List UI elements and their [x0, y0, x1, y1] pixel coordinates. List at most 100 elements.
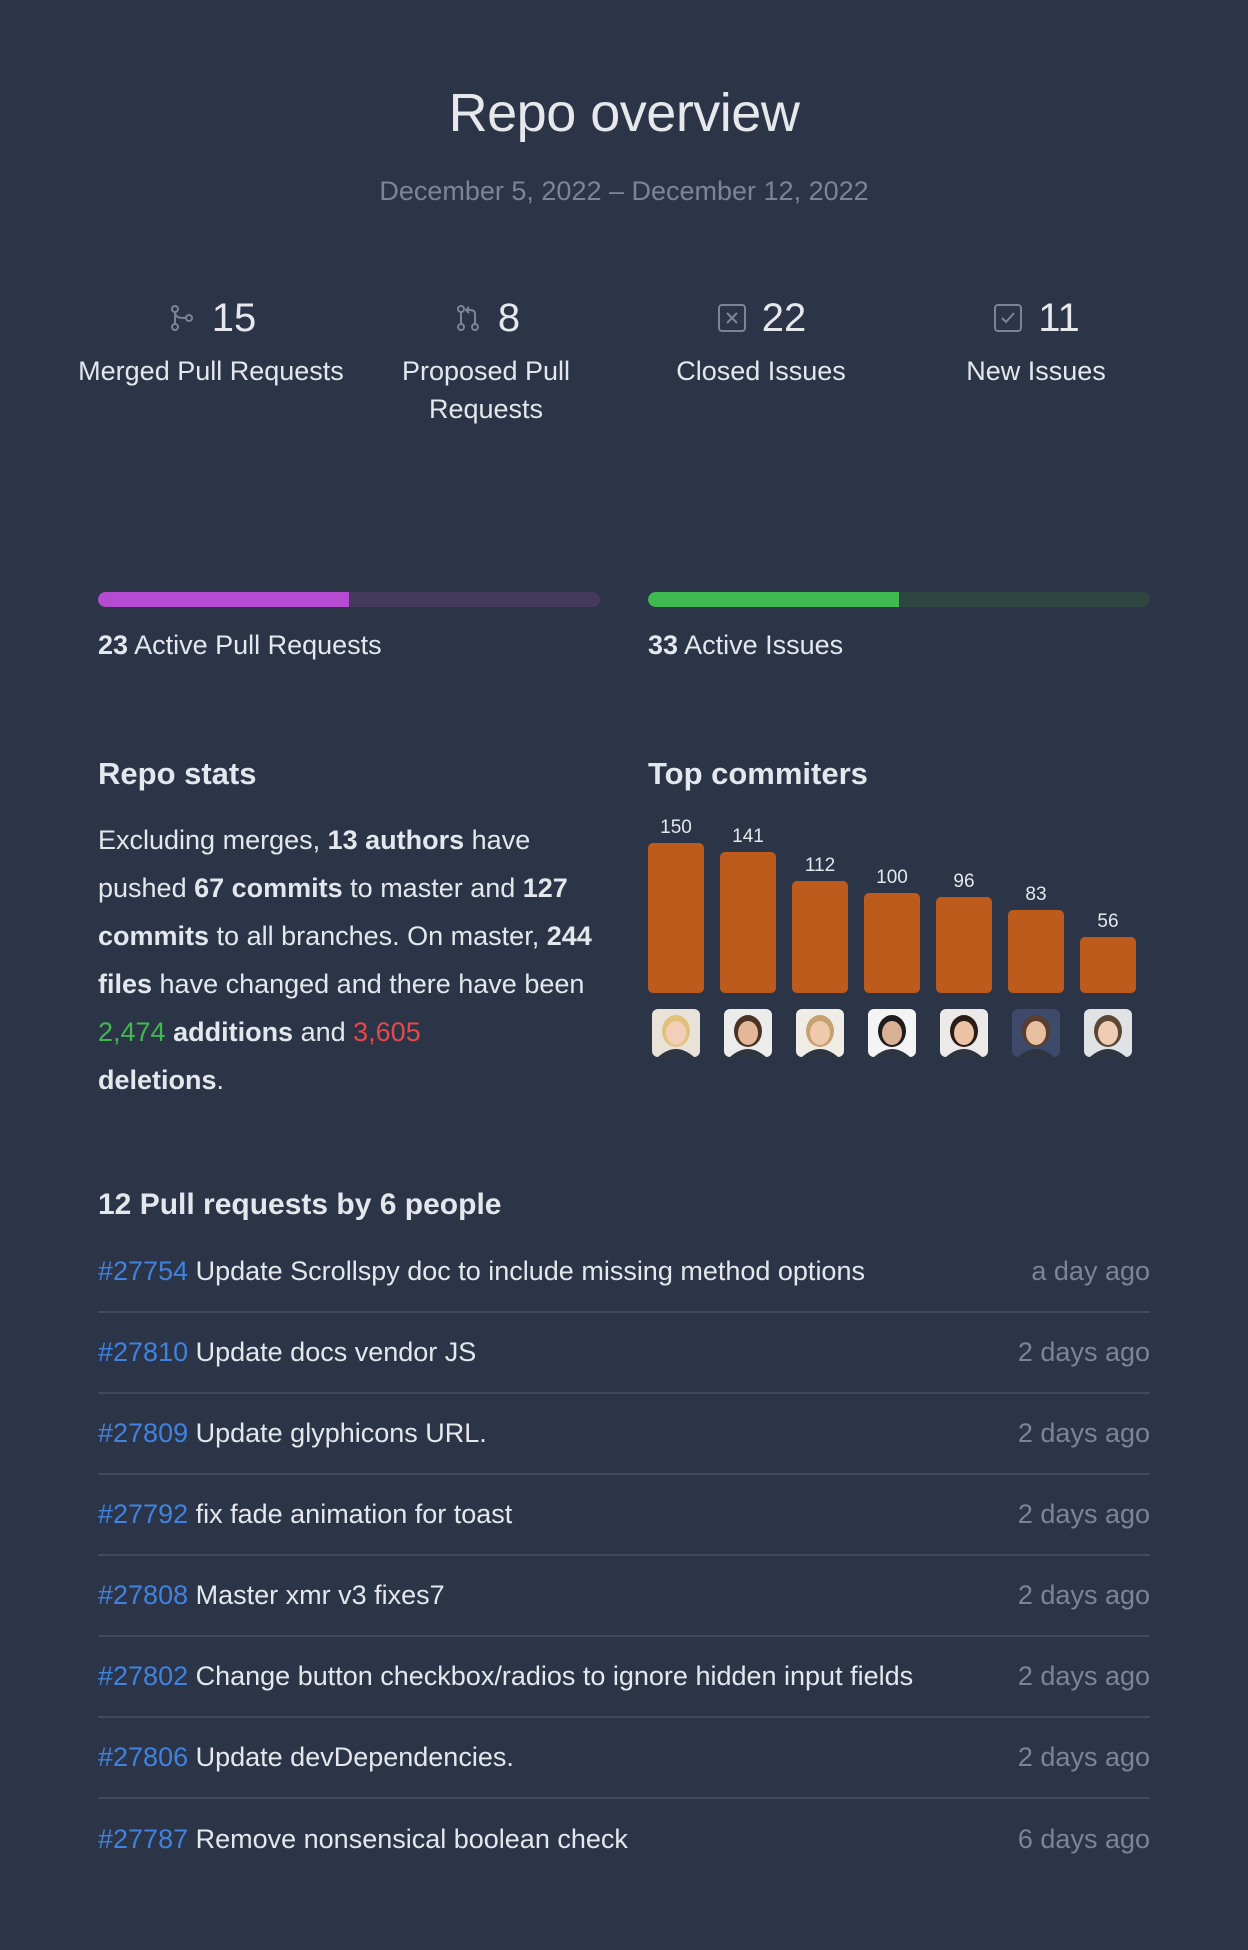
new-issue-icon	[994, 304, 1023, 332]
date-range: December 5, 2022 – December 12, 2022	[379, 176, 869, 206]
stat-label: New Issues	[966, 356, 1106, 386]
additions-count: 2,474	[98, 1017, 166, 1047]
files-count: 244 files	[98, 921, 592, 999]
commit-bar	[648, 843, 704, 993]
pull-request-number-link[interactable]: #27806	[98, 1742, 189, 1772]
text-segment: to all branches. On master,	[209, 921, 547, 951]
pull-request-info: #27809 Update glyphicons URL.	[98, 1418, 487, 1449]
commit-value-label: 56	[1097, 911, 1118, 932]
text-segment: .	[216, 1065, 225, 1095]
top-committers-chart: 150 141 112 100 96 83 56	[648, 817, 1136, 1057]
stat-closed-issues: 22 Closed Issues	[623, 290, 899, 390]
committer-avatar	[796, 1009, 844, 1057]
pull-request-title[interactable]: Change button checkbox/radios to ignore …	[188, 1661, 914, 1691]
pull-request-number-link[interactable]: #27787	[98, 1824, 189, 1854]
active-issues-progress	[648, 592, 1150, 607]
stat-value: 8	[497, 295, 521, 340]
deletions-count: 3,605	[353, 1017, 421, 1047]
text-segment: have changed and there have been	[152, 969, 585, 999]
active-pull-requests-count: 23	[98, 630, 129, 660]
commit-value-label: 141	[732, 826, 764, 847]
active-issues-label: 33 Active Issues	[648, 630, 843, 661]
page-title: Repo overview	[448, 83, 800, 143]
master-commits-count: 67 commits	[194, 873, 343, 903]
committer-avatar	[1012, 1009, 1060, 1057]
pull-request-number-link[interactable]: #27808	[98, 1580, 189, 1610]
deletions-label: deletions	[98, 1065, 217, 1095]
commit-value-label: 112	[805, 855, 835, 876]
stat-label: Merged Pull Requests	[78, 356, 344, 386]
pull-request-title[interactable]: Update glyphicons URL.	[188, 1418, 487, 1448]
pull-request-time: a day ago	[1031, 1256, 1150, 1286]
pull-request-info: #27754 Update Scrollspy doc to include m…	[98, 1256, 865, 1287]
pull-request-time: 2 days ago	[1017, 1661, 1150, 1691]
pull-request-row[interactable]: #27808 Master xmr v3 fixes7 2 days ago	[98, 1556, 1150, 1637]
committer-avatar	[868, 1009, 916, 1057]
committer-avatar	[940, 1009, 988, 1057]
pull-request-number-link[interactable]: #27792	[98, 1499, 189, 1529]
pull-request-time: 2 days ago	[1017, 1580, 1150, 1610]
committer-avatar	[1084, 1009, 1132, 1057]
commit-bar	[936, 897, 992, 993]
pull-request-icon	[456, 305, 479, 331]
pull-request-row[interactable]: #27802 Change button checkbox/radios to …	[98, 1637, 1150, 1718]
commit-bar	[1080, 937, 1136, 993]
commit-value-label: 96	[953, 871, 974, 892]
authors-count: 13 authors	[327, 825, 465, 855]
pull-request-title[interactable]: fix fade animation for toast	[188, 1499, 513, 1529]
merge-icon	[170, 305, 193, 331]
committer-avatar	[652, 1009, 700, 1057]
pull-request-row[interactable]: #27754 Update Scrollspy doc to include m…	[98, 1232, 1150, 1313]
commit-bar	[792, 881, 848, 993]
pull-request-number-link[interactable]: #27754	[98, 1256, 189, 1286]
pull-request-row[interactable]: #27787 Remove nonsensical boolean check 6…	[98, 1799, 1150, 1880]
pull-request-info: #27792 fix fade animation for toast	[98, 1499, 512, 1530]
active-issues-count: 33	[648, 630, 679, 660]
all-commits-count: 127 commits	[98, 873, 568, 951]
pull-request-title[interactable]: Update Scrollspy doc to include missing …	[188, 1256, 865, 1286]
active-issues-text: Active Issues	[684, 630, 844, 660]
pull-request-info: #27802 Change button checkbox/radios to …	[98, 1661, 913, 1692]
pull-request-row[interactable]: #27810 Update docs vendor JS 2 days ago	[98, 1313, 1150, 1394]
stat-new-issues: 11 New Issues	[898, 290, 1174, 390]
pull-request-info: #27810 Update docs vendor JS	[98, 1337, 476, 1368]
pull-request-time: 2 days ago	[1017, 1742, 1150, 1772]
committer-avatar	[724, 1009, 772, 1057]
text-segment: to master and	[342, 873, 523, 903]
pull-request-title[interactable]: Update devDependencies.	[188, 1742, 514, 1772]
pull-request-list: #27754 Update Scrollspy doc to include m…	[98, 1232, 1150, 1880]
pull-request-number-link[interactable]: #27810	[98, 1337, 189, 1367]
pull-request-row[interactable]: #27806 Update devDependencies. 2 days ago	[98, 1718, 1150, 1799]
pull-request-time: 6 days ago	[1017, 1824, 1150, 1854]
pull-request-title[interactable]: Master xmr v3 fixes7	[188, 1580, 445, 1610]
text-segment: and	[293, 1017, 354, 1047]
repo-stats-heading: Repo stats	[98, 756, 257, 791]
commit-value-label: 100	[876, 867, 908, 888]
stat-label: Closed Issues	[676, 356, 846, 386]
pull-request-title[interactable]: Update docs vendor JS	[188, 1337, 477, 1367]
commit-bar	[864, 893, 920, 993]
stat-merged-prs: 15 Merged Pull Requests	[73, 290, 349, 390]
pull-request-info: #27806 Update devDependencies.	[98, 1742, 514, 1773]
active-pull-requests-label: 23 Active Pull Requests	[98, 630, 382, 661]
progress-fill	[648, 592, 899, 607]
pull-request-info: #27808 Master xmr v3 fixes7	[98, 1580, 445, 1611]
pull-request-time: 2 days ago	[1017, 1499, 1150, 1529]
stat-value: 15	[211, 295, 257, 340]
pull-request-title[interactable]: Remove nonsensical boolean check	[188, 1824, 628, 1854]
pull-request-row[interactable]: #27809 Update glyphicons URL. 2 days ago	[98, 1394, 1150, 1475]
commit-value-label: 150	[660, 817, 692, 838]
pull-request-number-link[interactable]: #27802	[98, 1661, 189, 1691]
pull-request-row[interactable]: #27792 fix fade animation for toast 2 day…	[98, 1475, 1150, 1556]
pull-request-info: #27787 Remove nonsensical boolean check	[98, 1824, 628, 1855]
pull-request-time: 2 days ago	[1017, 1337, 1150, 1367]
stat-value: 11	[1038, 295, 1080, 340]
text-segment: have pushed	[98, 825, 531, 903]
closed-issue-icon	[717, 304, 746, 332]
commit-bar	[720, 852, 776, 993]
commit-bar	[1008, 910, 1064, 993]
pull-request-number-link[interactable]: #27809	[98, 1418, 189, 1448]
summary-stats: 15 Merged Pull Requests 8 Proposed Pull …	[0, 290, 1248, 440]
active-pull-requests-progress	[98, 592, 600, 607]
